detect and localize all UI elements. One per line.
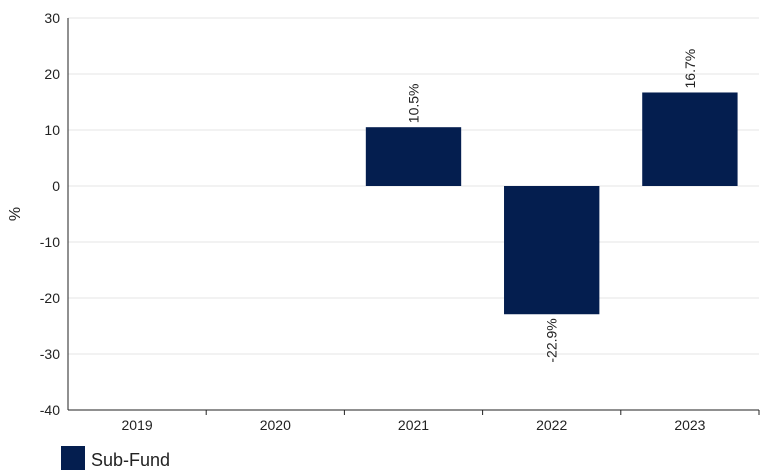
y-tick-label: -20 xyxy=(40,290,60,306)
bar xyxy=(504,186,600,315)
data-label: -22.9% xyxy=(544,318,560,362)
y-tick-label: 10 xyxy=(44,122,60,138)
y-tick-label: 30 xyxy=(44,10,60,26)
x-tick-label: 2020 xyxy=(260,417,291,433)
y-tick-label: -10 xyxy=(40,234,60,250)
x-tick-label: 2021 xyxy=(398,417,429,433)
y-tick-label: -40 xyxy=(40,402,60,418)
y-tick-label: 20 xyxy=(44,66,60,82)
legend-swatch xyxy=(61,446,85,470)
y-axis-label: % xyxy=(7,207,24,221)
bar xyxy=(365,127,462,186)
data-labels: 10.5% -22.9% 16.7% xyxy=(406,49,698,363)
y-tick-label: -30 xyxy=(40,346,60,362)
y-axis-ticks: 30 20 10 0 -10 -20 -30 -40 xyxy=(40,10,60,418)
legend: Sub-Fund xyxy=(61,446,170,470)
x-tick-label: 2019 xyxy=(122,417,153,433)
bars xyxy=(365,92,738,315)
data-label: 10.5% xyxy=(406,83,422,123)
legend-label: Sub-Fund xyxy=(91,450,170,470)
x-axis-ticks: 2019 2020 2021 2022 2023 xyxy=(122,410,760,433)
x-tick-label: 2023 xyxy=(674,417,705,433)
bar xyxy=(642,92,738,186)
x-tick-label: 2022 xyxy=(536,417,567,433)
y-tick-label: 0 xyxy=(52,178,60,194)
data-label: 16.7% xyxy=(682,49,698,89)
